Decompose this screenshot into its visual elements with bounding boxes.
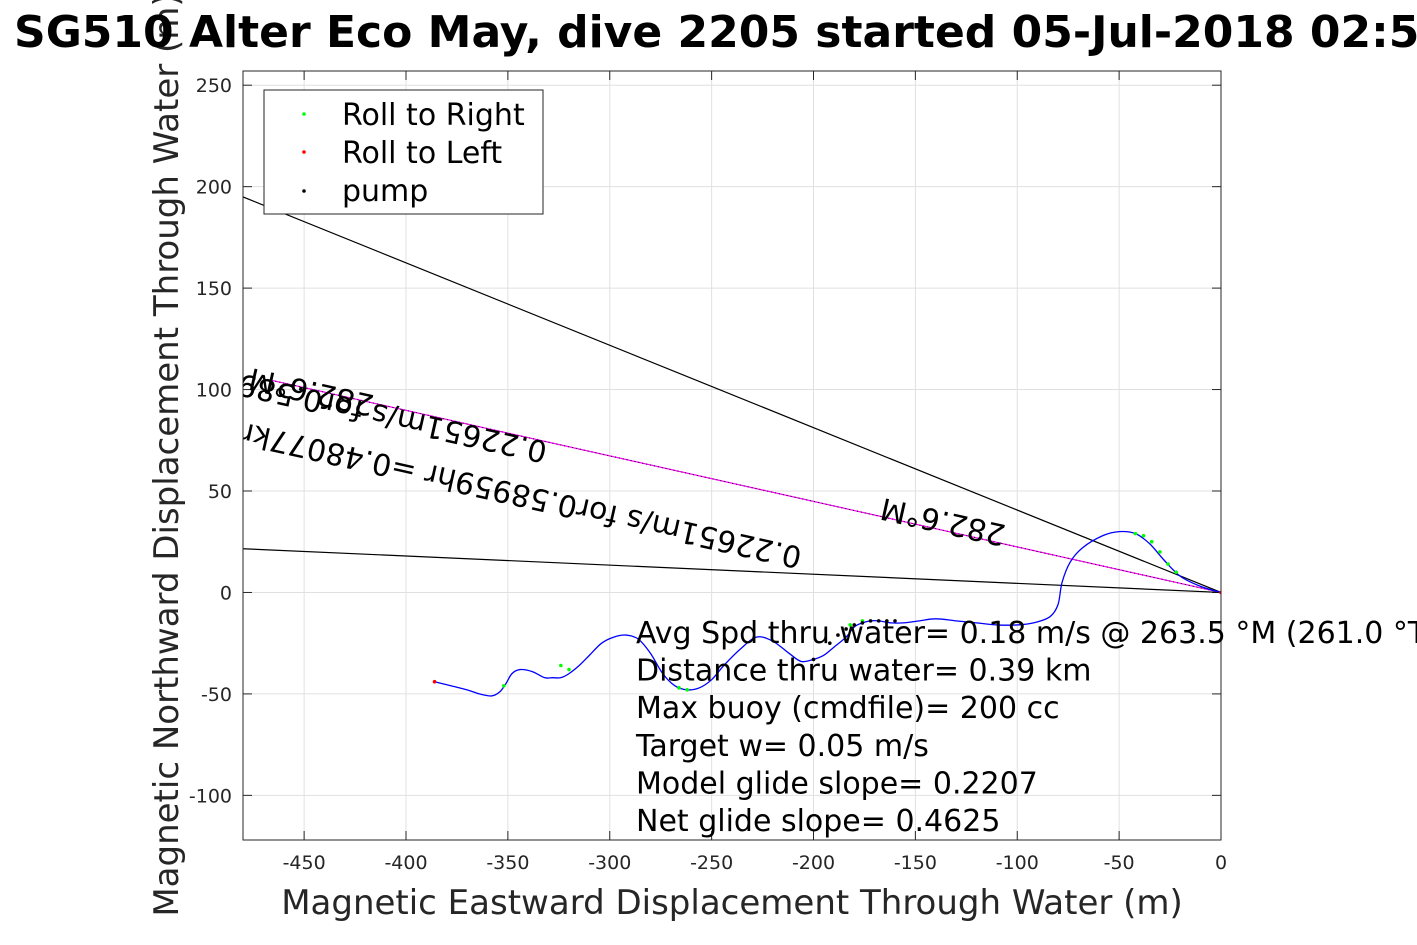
roll-right-point (685, 688, 689, 692)
stats-line: Target w= 0.05 m/s (635, 729, 929, 764)
pump-point (852, 623, 857, 627)
roll-right-point (1166, 562, 1170, 566)
roll-right-point (1133, 531, 1138, 536)
x-axis-label: Magnetic Eastward Displacement Through W… (281, 883, 1183, 923)
roll-right-point (1158, 550, 1162, 554)
x-tick-label: -300 (588, 852, 631, 874)
legend-marker-roll-right (302, 112, 306, 116)
legend-label-roll-right: Roll to Right (342, 98, 525, 133)
x-tick-label: -250 (690, 852, 733, 874)
roll-right-point (559, 663, 563, 668)
plot-area-frame (242, 70, 1222, 841)
tick-labels: -450 -400 -350 -300 -250 -200 -150 -100 -50 0 -100… (189, 75, 1227, 874)
x-tick-label: -350 (486, 852, 529, 874)
x-tick-label: 0 (1215, 852, 1227, 874)
x-tick-label: -150 (894, 852, 937, 874)
pump-point (860, 621, 865, 625)
legend-label-roll-left: Roll to Left (342, 136, 502, 171)
stats-text-block: Avg Spd thru water= 0.18 m/s @ 263.5 °M … (635, 616, 1417, 839)
y-tick-label: 150 (196, 278, 232, 300)
upper-cone-line (243, 196, 1221, 594)
chart-title: SG510 Alter Eco May, dive 2205 started 0… (14, 7, 1417, 58)
pump-point (844, 627, 848, 631)
y-tick-label: 0 (220, 582, 232, 604)
y-axis-label: Magnetic Northward Displacement Through … (147, 0, 187, 917)
pump-point (868, 619, 873, 623)
pump-point (876, 619, 881, 623)
pump-point (893, 619, 897, 623)
legend-label-pump: pump (342, 174, 428, 209)
roll-right-point (677, 686, 681, 690)
pump-point (836, 633, 840, 637)
roll-right-point (1141, 533, 1146, 538)
marker-points (432, 531, 1221, 692)
roll-right-point (567, 667, 571, 672)
y-tick-label: 100 (196, 380, 232, 402)
y-tick-label: 200 (196, 177, 232, 199)
y-tick-label: -100 (189, 785, 232, 807)
reference-lines (243, 196, 1221, 594)
stats-line: Net glide slope= 0.4625 (636, 804, 1000, 839)
y-tick-label: -50 (201, 684, 232, 706)
x-tick-label: -200 (792, 852, 835, 874)
x-tick-label: -400 (384, 852, 427, 874)
roll-right-point (502, 683, 506, 688)
stats-line: Model glide slope= 0.2207 (636, 766, 1038, 801)
legend: Roll to Right Roll to Left pump (263, 89, 544, 215)
stats-line: Distance thru water= 0.39 km (636, 654, 1091, 689)
x-tick-label: -100 (996, 852, 1039, 874)
dive-track-line (434, 530, 1221, 697)
roll-right-point (1174, 570, 1178, 574)
pump-point (811, 657, 816, 662)
lower-cone-line (243, 548, 1221, 594)
y-tick-label: 50 (208, 481, 232, 503)
y-tick-label: 250 (196, 75, 232, 97)
stats-line: Avg Spd thru water= 0.18 m/s @ 263.5 °M … (636, 616, 1417, 651)
pump-point (828, 641, 832, 645)
pump-point (885, 619, 889, 623)
roll-left-point (432, 679, 437, 684)
heading-line-dots (267, 378, 1221, 593)
legend-marker-roll-left (302, 150, 306, 154)
roll-right-point (1149, 539, 1154, 544)
x-tick-label: -50 (1104, 852, 1135, 874)
legend-marker-pump (302, 189, 306, 193)
roll-right-point (848, 623, 852, 627)
legend-box (263, 89, 544, 215)
x-tick-label: -450 (283, 852, 326, 874)
stats-line: Max buoy (cmdfile)= 200 cc (636, 691, 1060, 726)
